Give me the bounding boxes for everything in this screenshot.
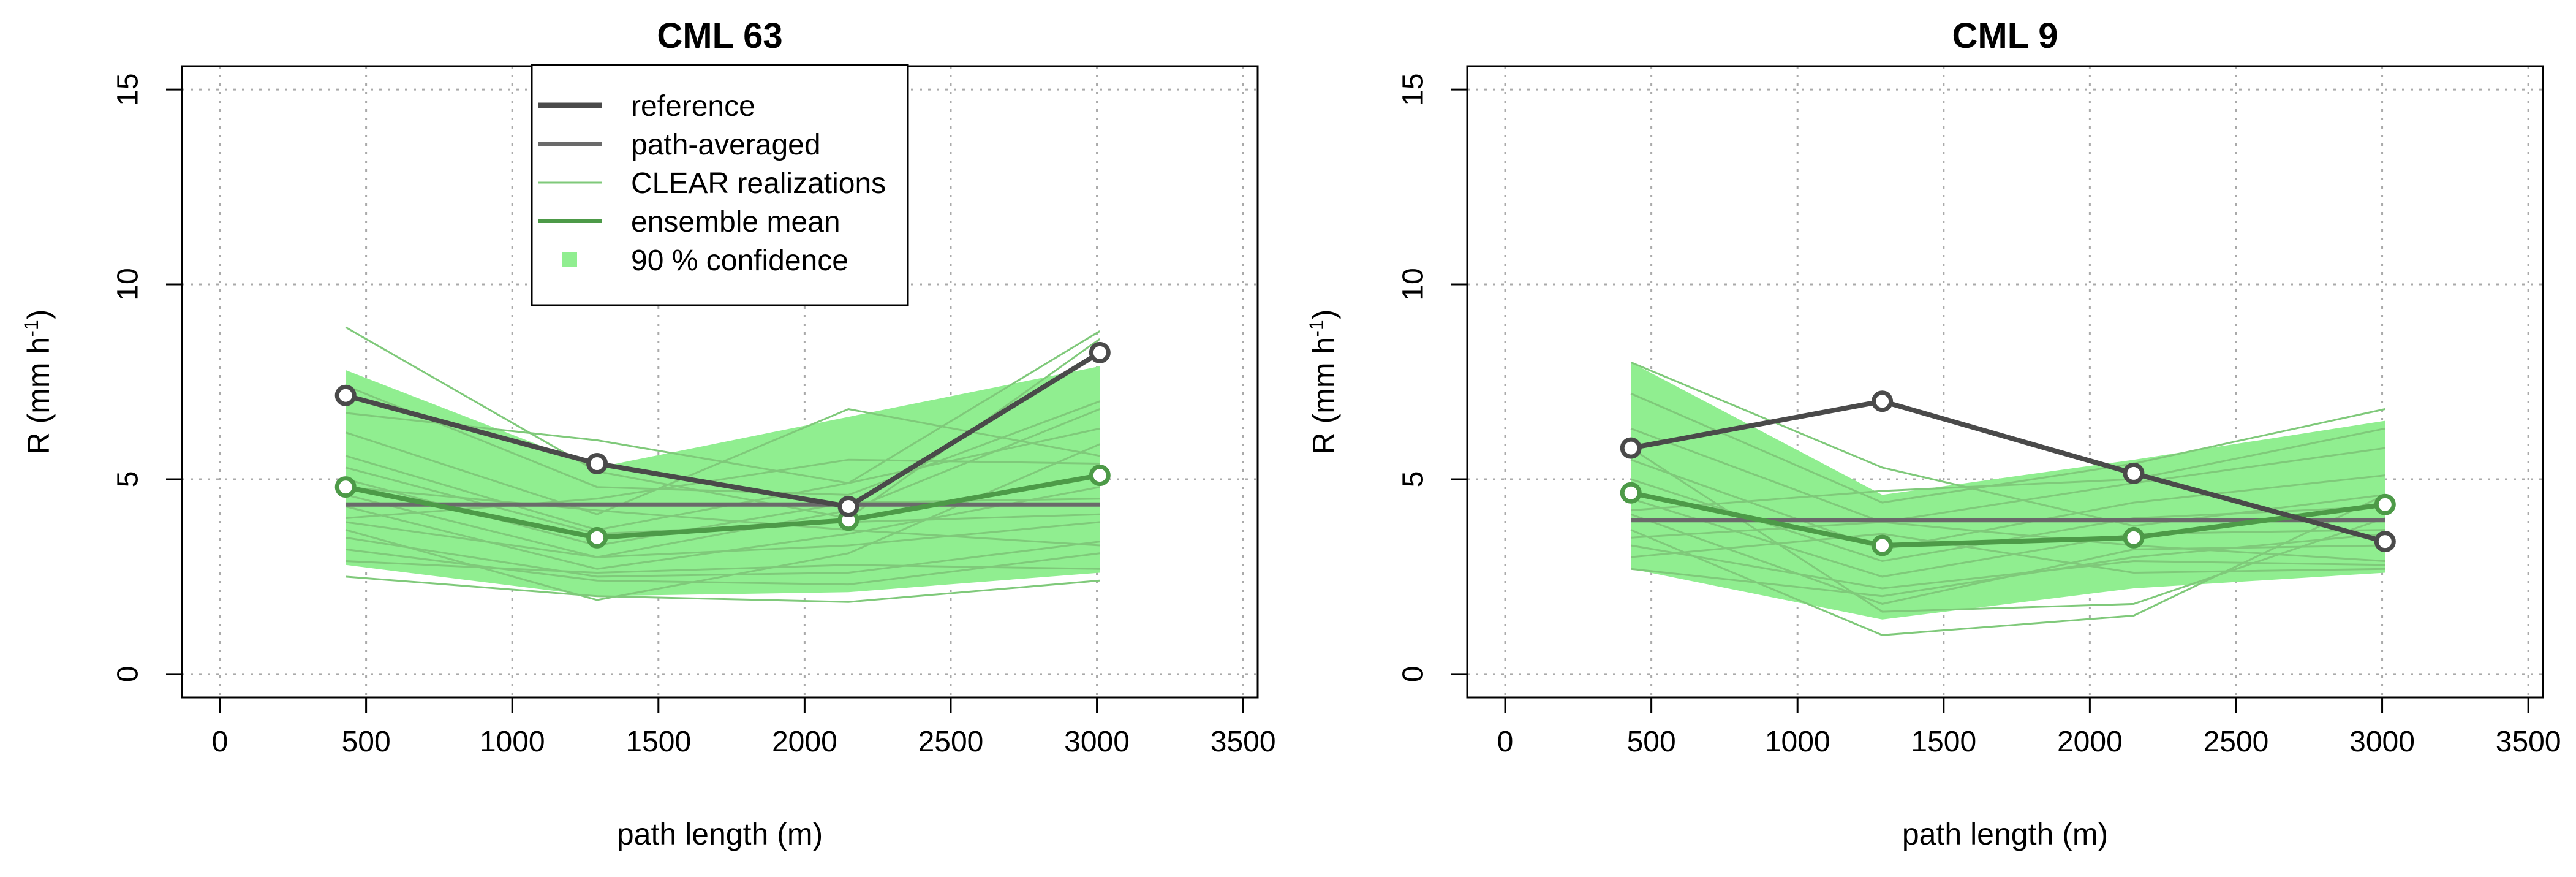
realization-line [1631, 521, 2385, 562]
reference-point [1872, 390, 1894, 412]
ensemble-mean-point [1872, 534, 1894, 556]
reference-point [586, 453, 608, 475]
reference-point [1089, 341, 1111, 363]
x-tick-label: 2500 [2204, 726, 2269, 758]
chart-title: CML 9 [1952, 16, 2058, 56]
y-tick-label: 5 [1397, 471, 1430, 488]
realization-line [1630, 361, 2385, 527]
realization-line [1631, 533, 2385, 598]
y-axis-label-close: ) [21, 309, 56, 320]
realization-line [1630, 458, 2385, 550]
legend: reference path-averaged CLEAR realizations… [531, 64, 909, 306]
y-tick-label: 0 [1397, 666, 1430, 683]
x-axis-label: path length (m) [1902, 817, 2108, 851]
realization-line [345, 536, 1100, 578]
reference-point [334, 384, 357, 406]
x-tick-label: 1500 [1911, 726, 1976, 758]
realization-line [1630, 392, 2385, 504]
x-tick-label: 3000 [2349, 726, 2415, 758]
realization-line [346, 486, 1100, 547]
y-axis-label: R (mm h-1) [1305, 309, 1341, 455]
realization-line [1630, 498, 2385, 578]
realization-line [1630, 544, 2385, 590]
y-tick-label: 10 [112, 268, 145, 300]
x-tick-label: 1500 [625, 726, 691, 758]
x-axis-label: path length (m) [617, 817, 823, 851]
plot-frame [1466, 65, 2544, 699]
reference-point [2374, 531, 2396, 553]
panel-2: 0 500 1000 1500 2000 2500 3000 3500 0 5 10 15 CML 9 p… [1305, 16, 2561, 851]
x-tick-label: 0 [1497, 726, 1514, 758]
x-tick-label: 500 [1627, 726, 1676, 758]
y-axis-label-close: ) [1307, 309, 1341, 320]
legend-label: CLEAR realizations [631, 167, 886, 200]
reference-line [345, 350, 1101, 509]
y-tick-label: 10 [1397, 268, 1430, 300]
panel-1: 0 500 1000 1500 2000 2500 3000 3500 0 5 10 15 CML 63… [20, 16, 1276, 851]
legend-label: 90 % confidence [631, 245, 848, 277]
legend-swatch-confidence [562, 252, 577, 267]
legend-label: reference [631, 90, 755, 123]
ensemble-mean-point [2123, 526, 2145, 549]
legend-label: path-averaged [631, 129, 821, 161]
reference-point [837, 495, 859, 517]
realization-line [346, 575, 1100, 603]
ensemble-mean-point [586, 526, 608, 549]
reference-point [1620, 437, 1642, 459]
x-tick-label: 2000 [2057, 726, 2123, 758]
realization-line [346, 458, 1100, 519]
realization-line [346, 560, 1100, 574]
realization-line [345, 408, 1100, 558]
x-tick-label: 1000 [480, 726, 545, 758]
ensemble-mean-line [1630, 490, 2385, 549]
x-tick-label: 3500 [2496, 726, 2561, 758]
ensemble-mean-line [345, 473, 1101, 541]
realization-line [1630, 427, 2385, 523]
realization-line [1631, 427, 2385, 512]
ensemble-mean-point [334, 476, 357, 498]
y-axis-label-superscript: -1 [1305, 319, 1328, 336]
ensemble-mean-point [1089, 465, 1111, 487]
ensemble-mean-point [1620, 482, 1642, 504]
ensemble-mean-point [2374, 493, 2396, 515]
x-tick-label: 2000 [772, 726, 837, 758]
reference-point [2123, 462, 2145, 484]
y-axis-label: R (mm h-1) [20, 309, 56, 455]
y-axis-label-main: R (mm h [1307, 337, 1341, 455]
chart-title: CML 63 [657, 16, 782, 56]
y-tick-label: 0 [112, 666, 145, 683]
x-tick-label: 3000 [1064, 726, 1130, 758]
realization-line [1631, 533, 2385, 574]
y-axis-label-main: R (mm h [21, 337, 56, 455]
y-tick-label: 15 [1397, 73, 1430, 105]
x-tick-label: 2500 [918, 726, 984, 758]
x-tick-label: 1000 [1765, 726, 1830, 758]
x-tick-label: 500 [342, 726, 391, 758]
realization-line [345, 385, 1100, 496]
x-tick-label: 0 [212, 726, 229, 758]
legend-label: ensemble mean [631, 206, 840, 238]
x-tick-label: 3500 [1211, 726, 1276, 758]
confidence-band [1631, 362, 2385, 620]
y-axis-label-superscript: -1 [20, 319, 42, 336]
y-tick-label: 5 [112, 471, 145, 488]
y-tick-label: 15 [112, 73, 145, 105]
realization-line [346, 330, 1101, 484]
confidence-band [346, 366, 1100, 596]
realization-line [345, 521, 1100, 558]
reference-line [1630, 398, 2386, 544]
